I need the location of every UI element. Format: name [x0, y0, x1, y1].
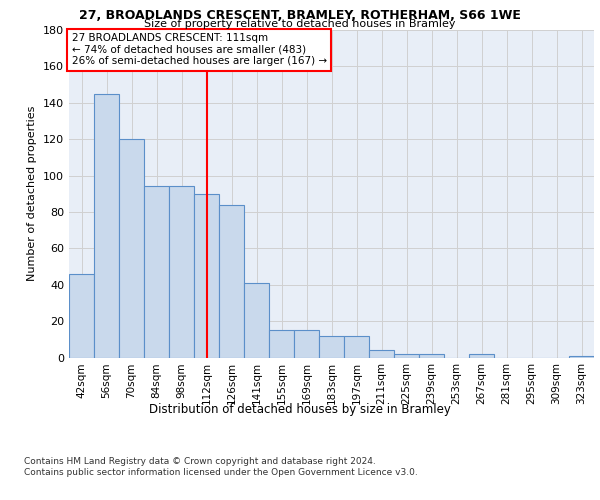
Text: Distribution of detached houses by size in Bramley: Distribution of detached houses by size … — [149, 402, 451, 415]
Text: 27 BROADLANDS CRESCENT: 111sqm
← 74% of detached houses are smaller (483)
26% of: 27 BROADLANDS CRESCENT: 111sqm ← 74% of … — [71, 34, 327, 66]
Bar — [394, 354, 419, 358]
Bar — [269, 330, 294, 357]
Bar — [344, 336, 369, 357]
Bar — [569, 356, 594, 358]
Bar — [294, 330, 319, 357]
Bar — [469, 354, 494, 358]
Y-axis label: Number of detached properties: Number of detached properties — [28, 106, 37, 282]
Text: 27, BROADLANDS CRESCENT, BRAMLEY, ROTHERHAM, S66 1WE: 27, BROADLANDS CRESCENT, BRAMLEY, ROTHER… — [79, 9, 521, 22]
Text: Contains HM Land Registry data © Crown copyright and database right 2024.
Contai: Contains HM Land Registry data © Crown c… — [24, 458, 418, 477]
Bar — [419, 354, 444, 358]
Bar — [219, 204, 244, 358]
Bar — [169, 186, 194, 358]
Bar — [144, 186, 169, 358]
Text: Size of property relative to detached houses in Bramley: Size of property relative to detached ho… — [144, 19, 456, 29]
Bar — [369, 350, 394, 358]
Bar — [69, 274, 94, 357]
Bar — [119, 139, 144, 358]
Bar — [94, 94, 119, 358]
Bar — [244, 283, 269, 358]
Bar — [319, 336, 344, 357]
Bar — [194, 194, 219, 358]
